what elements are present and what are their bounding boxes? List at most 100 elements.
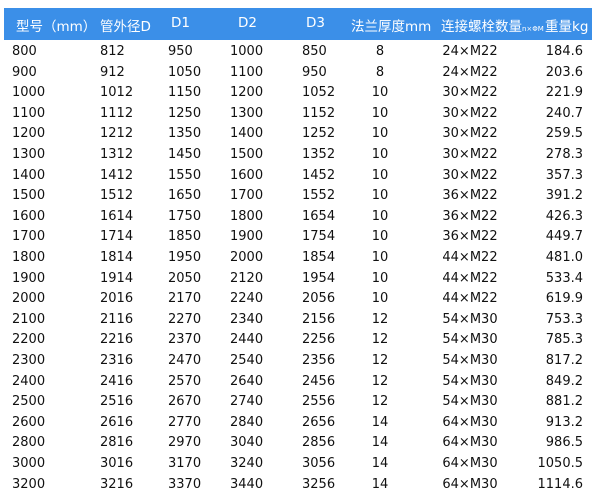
- table-row: 2600 2616 2770 2840 2656 14 64×M30 913.2: [0, 415, 600, 435]
- cell-d1: 1150: [168, 85, 202, 101]
- cell-weight: 259.5: [545, 126, 583, 142]
- cell-d1: 3170: [168, 456, 202, 471]
- cell-thickness: 14: [371, 414, 389, 430]
- cell-d2: 1200: [230, 85, 264, 101]
- cell-d3: 2456: [302, 373, 336, 389]
- cell-d3: 2556: [302, 394, 336, 410]
- table-row: 1400 1412 1550 1600 1452 10 30×M22 357.3: [0, 168, 600, 188]
- cell-d3: 2656: [302, 414, 336, 430]
- cell-weight: 986.5: [545, 435, 583, 451]
- cell-weight: 881.2: [545, 394, 583, 410]
- cell-d2: 3240: [230, 456, 264, 471]
- table-row: 1800 1814 1950 2000 1854 10 44×M22 481.0: [0, 250, 600, 270]
- cell-d1: 2470: [168, 353, 202, 368]
- cell-d2: 2120: [230, 270, 264, 286]
- cell-od: 812: [100, 44, 125, 59]
- cell-model: 1000: [12, 85, 46, 101]
- header-weight: 重量kg: [545, 19, 589, 35]
- table-row: 2500 2516 2670 2740 2556 12 54×M30 881.2: [0, 394, 600, 414]
- cell-thickness: 10: [371, 85, 389, 101]
- cell-model: 800: [12, 44, 37, 59]
- cell-weight: 221.9: [545, 85, 583, 101]
- cell-model: 3200: [12, 476, 46, 492]
- header-d3: D3: [306, 15, 325, 31]
- cell-bolts: 36×M22: [442, 229, 498, 245]
- cell-weight: 785.3: [545, 332, 583, 348]
- cell-model: 900: [12, 64, 37, 80]
- table-row: 2200 2216 2370 2440 2256 12 54×M30 785.3: [0, 332, 600, 352]
- cell-od: 1614: [100, 208, 134, 224]
- cell-d3: 2256: [302, 332, 336, 348]
- cell-d1: 1950: [168, 250, 202, 265]
- cell-d1: 3370: [168, 476, 202, 492]
- cell-od: 2616: [100, 414, 134, 430]
- table-row: 1600 1614 1750 1800 1654 10 36×M22 426.3: [0, 209, 600, 229]
- cell-weight: 184.6: [545, 44, 583, 59]
- table-row: 3200 3216 3370 3440 3256 14 64×M30 1114.6: [0, 477, 600, 497]
- cell-model: 2500: [12, 394, 46, 410]
- cell-d2: 2740: [230, 394, 264, 410]
- cell-thickness: 14: [371, 435, 389, 451]
- cell-d2: 1900: [230, 229, 264, 245]
- cell-d1: 1850: [168, 229, 202, 245]
- cell-od: 2216: [100, 332, 134, 348]
- cell-d1: 2050: [168, 270, 202, 286]
- table-row: 800 812 950 1000 850 8 24×M22 184.6: [0, 44, 600, 64]
- cell-d2: 3040: [230, 435, 264, 451]
- cell-bolts: 54×M30: [442, 373, 498, 389]
- cell-d1: 950: [168, 44, 193, 59]
- cell-d1: 1550: [168, 167, 202, 183]
- cell-thickness: 10: [371, 167, 389, 183]
- cell-model: 2800: [12, 435, 46, 451]
- cell-od: 2116: [100, 311, 134, 327]
- cell-thickness: 10: [371, 208, 389, 224]
- cell-od: 1112: [100, 105, 134, 121]
- cell-model: 1600: [12, 208, 46, 224]
- cell-d2: 1500: [230, 147, 264, 162]
- cell-thickness: 12: [371, 394, 389, 410]
- header-thickness: 法兰厚度mm: [351, 19, 432, 35]
- cell-od: 2316: [100, 353, 134, 368]
- cell-weight: 1050.5: [537, 456, 584, 471]
- cell-thickness: 10: [371, 270, 389, 286]
- cell-d3: 2056: [302, 291, 336, 307]
- table-row: 1700 1714 1850 1900 1754 10 36×M22 449.7: [0, 229, 600, 249]
- cell-d3: 3056: [302, 456, 336, 471]
- cell-d2: 3440: [230, 476, 264, 492]
- cell-d1: 2770: [168, 414, 202, 430]
- cell-model: 2300: [12, 353, 46, 368]
- header-bolts-label: 连接螺栓数量: [441, 19, 522, 35]
- cell-d3: 1152: [302, 105, 336, 121]
- cell-od: 1412: [100, 167, 134, 183]
- cell-model: 3000: [12, 456, 46, 471]
- cell-d2: 2640: [230, 373, 264, 389]
- cell-od: 1512: [100, 188, 134, 204]
- cell-thickness: 10: [371, 229, 389, 245]
- cell-model: 1200: [12, 126, 46, 142]
- cell-model: 1500: [12, 188, 46, 204]
- cell-thickness: 10: [371, 250, 389, 265]
- cell-model: 2100: [12, 311, 46, 327]
- cell-od: 1714: [100, 229, 134, 245]
- table-row: 2400 2416 2570 2640 2456 12 54×M30 849.2: [0, 374, 600, 394]
- cell-od: 1914: [100, 270, 134, 286]
- table-row: 1900 1914 2050 2120 1954 10 44×M22 533.4: [0, 271, 600, 291]
- table-row: 1000 1012 1150 1200 1052 10 30×M22 221.9: [0, 85, 600, 105]
- cell-d1: 1350: [168, 126, 202, 142]
- cell-thickness: 10: [371, 105, 389, 121]
- cell-thickness: 8: [375, 44, 385, 59]
- header-bolts-unit: n×ΦM: [522, 25, 544, 33]
- cell-bolts: 54×M30: [442, 353, 498, 368]
- cell-model: 1700: [12, 229, 46, 245]
- cell-bolts: 30×M22: [442, 147, 498, 162]
- cell-bolts: 36×M22: [442, 208, 498, 224]
- cell-weight: 449.7: [545, 229, 583, 245]
- cell-d2: 1000: [230, 44, 264, 59]
- table-row: 1200 1212 1350 1400 1252 10 30×M22 259.5: [0, 126, 600, 146]
- cell-bolts: 24×M22: [442, 64, 498, 80]
- cell-d2: 2000: [230, 250, 264, 265]
- cell-model: 1900: [12, 270, 46, 286]
- cell-d3: 1754: [302, 229, 336, 245]
- cell-d1: 2570: [168, 373, 202, 389]
